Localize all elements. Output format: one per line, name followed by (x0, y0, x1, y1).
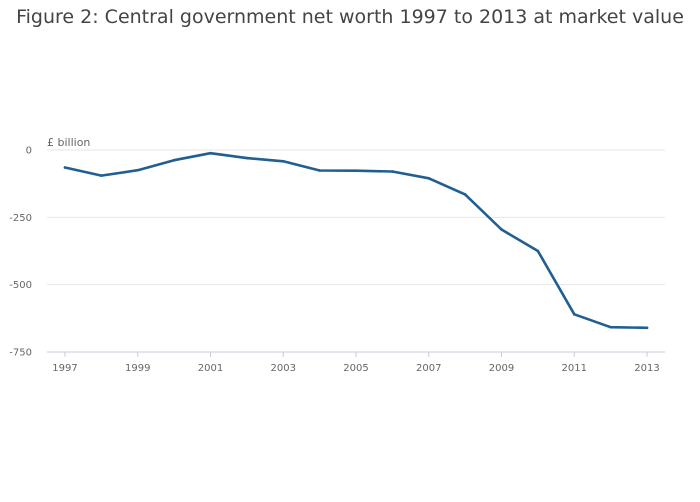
data-point (100, 174, 103, 177)
data-point (609, 325, 612, 329)
data-point (645, 326, 649, 330)
series-line (63, 151, 649, 330)
data-point (209, 151, 212, 155)
y-tick-label: -500 (9, 280, 32, 291)
data-point (136, 168, 140, 172)
y-tick-label: -250 (9, 213, 32, 224)
data-point (500, 228, 503, 231)
chart-title: Figure 2: Central government net worth 1… (16, 6, 684, 28)
data-point (63, 166, 67, 169)
x-tick-label: 2011 (562, 363, 587, 374)
data-point (427, 176, 431, 180)
data-point (354, 169, 358, 173)
x-tick-label: 1999 (125, 363, 150, 374)
gridlines (47, 149, 665, 286)
x-tick-label: 2007 (416, 363, 441, 374)
data-point (245, 156, 249, 160)
data-point (172, 158, 176, 162)
data-point (536, 249, 540, 253)
data-point (572, 312, 576, 316)
data-point (318, 169, 321, 172)
data-point (281, 160, 285, 163)
series-layer (63, 151, 649, 330)
x-tick-label: 2009 (489, 363, 514, 374)
data-point (463, 193, 467, 196)
y-tick-label: 0 (26, 146, 32, 157)
x-tick-label: 2001 (198, 363, 223, 374)
x-tick-label: 2005 (343, 363, 368, 374)
x-tick-label: 1997 (52, 363, 77, 374)
y-tick-label: -750 (9, 348, 32, 359)
y-unit-label: £ billion (47, 136, 91, 149)
x-tick-label: 2013 (634, 363, 659, 374)
data-point (391, 170, 394, 173)
x-tick-label: 2003 (271, 363, 296, 374)
axes: 0 -250 -500 -750 1997 1999 2001 2003 2005 2007 200… (9, 146, 665, 374)
